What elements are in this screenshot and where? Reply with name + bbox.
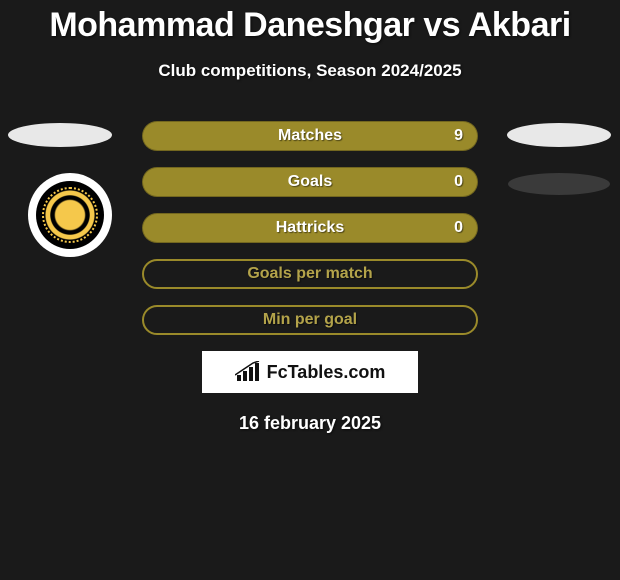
chart-icon xyxy=(235,361,261,383)
stat-row-min-per-goal: Min per goal xyxy=(142,305,478,335)
page-title: Mohammad Daneshgar vs Akbari xyxy=(0,0,620,45)
date-text: 16 february 2025 xyxy=(0,413,620,434)
player-left-oval xyxy=(8,123,112,147)
stat-value: 0 xyxy=(454,219,463,237)
stat-row-goals: Goals 0 xyxy=(142,167,478,197)
stat-rows: Matches 9 Goals 0 Hattricks 0 Goals per … xyxy=(142,121,478,335)
stat-value: 9 xyxy=(454,127,463,145)
club-badge-icon xyxy=(36,181,104,249)
subtitle: Club competitions, Season 2024/2025 xyxy=(0,61,620,81)
stat-label: Min per goal xyxy=(144,311,476,329)
player-right-oval-2 xyxy=(508,173,610,195)
club-badge xyxy=(28,173,112,257)
stat-label: Goals xyxy=(143,173,477,191)
stat-label: Hattricks xyxy=(143,219,477,237)
stat-value: 0 xyxy=(454,173,463,191)
stat-row-goals-per-match: Goals per match xyxy=(142,259,478,289)
stat-row-hattricks: Hattricks 0 xyxy=(142,213,478,243)
branding-text: FcTables.com xyxy=(267,362,386,383)
player-right-oval xyxy=(507,123,611,147)
stat-label: Goals per match xyxy=(144,265,476,283)
stat-label: Matches xyxy=(143,127,477,145)
stats-area: Matches 9 Goals 0 Hattricks 0 Goals per … xyxy=(0,121,620,434)
branding-bar: FcTables.com xyxy=(202,351,418,393)
stat-row-matches: Matches 9 xyxy=(142,121,478,151)
